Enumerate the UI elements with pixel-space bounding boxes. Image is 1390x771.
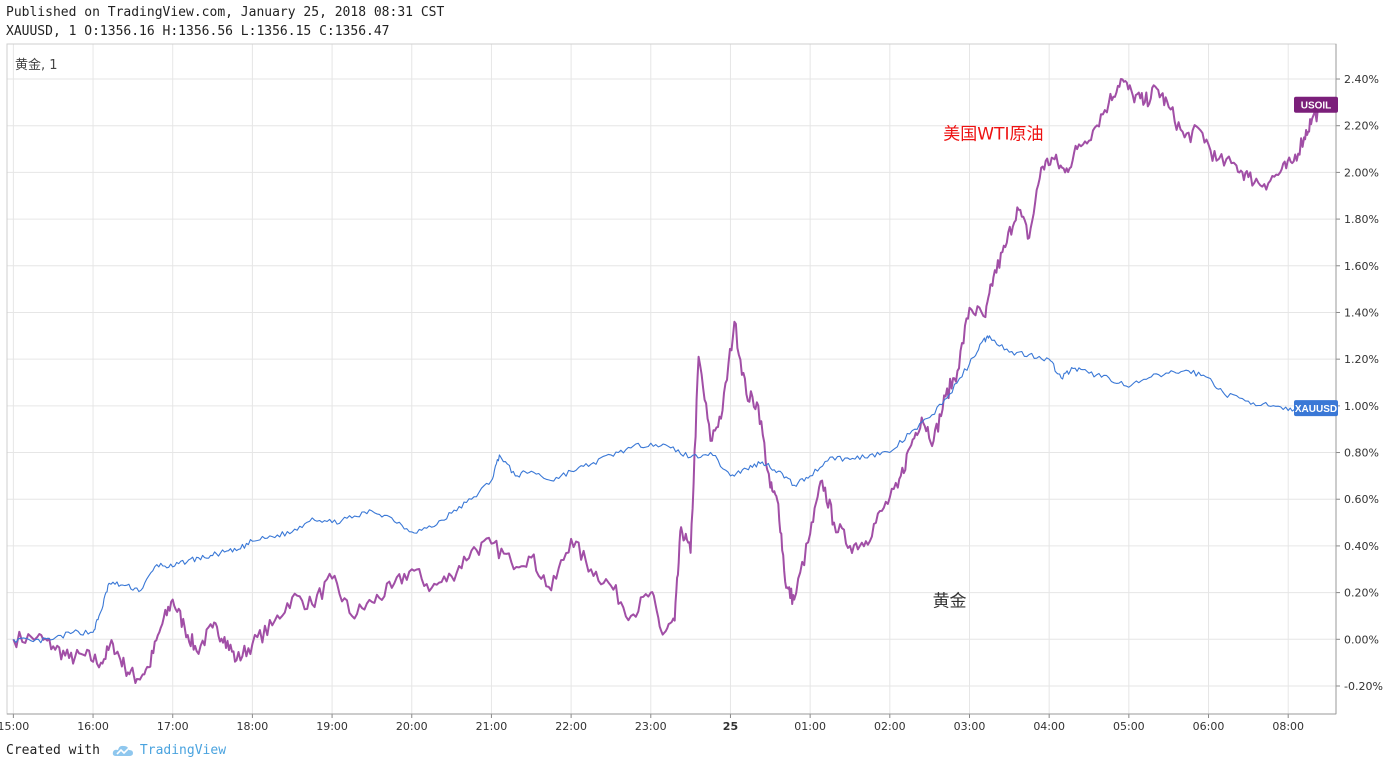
- price-tags: USOIL XAUUSD: [1294, 96, 1338, 417]
- chart-annotation: 美国WTI原油: [943, 125, 1043, 145]
- x-tick-label: 17:00: [157, 720, 189, 733]
- created-with-label: Created with: [6, 743, 100, 758]
- x-tick-label: 02:00: [874, 720, 906, 733]
- x-tick-label: 19:00: [316, 720, 348, 733]
- price-tag-label: USOIL: [1301, 101, 1332, 112]
- footer: Created with TradingView: [6, 743, 226, 758]
- published-header: Published on TradingView.com, January 25…: [6, 5, 445, 20]
- y-tick-label: 1.20%: [1344, 353, 1379, 366]
- x-tick-label: 16:00: [77, 720, 109, 733]
- plot-border: [6, 43, 1337, 715]
- x-tick-label: 05:00: [1113, 720, 1145, 733]
- x-tick-label: 20:00: [396, 720, 428, 733]
- price-tag-usoil: [1294, 96, 1338, 113]
- axes: 2.40% 2.20% 2.00% 1.80% 1.60% 1.40% 1.20% 1.00%…: [0, 44, 1383, 733]
- x-tick-label: 18:00: [237, 720, 269, 733]
- x-tick-label: 15:00: [0, 720, 29, 733]
- symbol-ohlc-line: XAUUSD, 1 O:1356.16 H:1356.56 L:1356.15 …: [6, 24, 390, 39]
- y-tick-label: 0.20%: [1344, 587, 1379, 600]
- x-tick-label: 06:00: [1193, 720, 1225, 733]
- x-tick-label: 04:00: [1033, 720, 1065, 733]
- x-tick-label: 08:00: [1272, 720, 1304, 733]
- x-tick-label: 25: [723, 720, 738, 733]
- y-tick-label: 0.00%: [1344, 633, 1379, 646]
- y-tick-label: 1.40%: [1344, 306, 1379, 319]
- y-tick-label: -0.20%: [1344, 680, 1383, 693]
- y-tick-label: 0.40%: [1344, 540, 1379, 553]
- y-tick-label: 0.80%: [1344, 447, 1379, 460]
- y-tick-label: 1.00%: [1344, 400, 1379, 413]
- tradingview-brand-link[interactable]: TradingView: [139, 743, 227, 758]
- y-tick-label: 2.00%: [1344, 166, 1379, 179]
- y-tick-label: 1.60%: [1344, 260, 1379, 273]
- price-tag-label: XAUUSD: [1295, 404, 1337, 415]
- price-tag-xauusd: [1294, 400, 1338, 417]
- chart-annotation: 黄金: [933, 592, 967, 612]
- pane-label: 黄金, 1: [15, 58, 58, 73]
- x-tick-label: 21:00: [476, 720, 508, 733]
- series-layer: [12, 78, 1325, 684]
- x-tick-label: 23:00: [635, 720, 667, 733]
- x-tick-label: 03:00: [954, 720, 986, 733]
- series-line-usoil: [12, 78, 1325, 684]
- y-tick-label: 1.80%: [1344, 213, 1379, 226]
- grid: [7, 44, 1336, 714]
- x-tick-label: 22:00: [555, 720, 587, 733]
- series-line-xauusd: [12, 335, 1305, 644]
- y-tick-label: 0.60%: [1344, 493, 1379, 506]
- y-tick-label: 2.20%: [1344, 120, 1379, 133]
- tradingview-cloud-icon: [112, 744, 134, 758]
- y-tick-label: 2.40%: [1344, 73, 1379, 86]
- x-tick-label: 01:00: [794, 720, 826, 733]
